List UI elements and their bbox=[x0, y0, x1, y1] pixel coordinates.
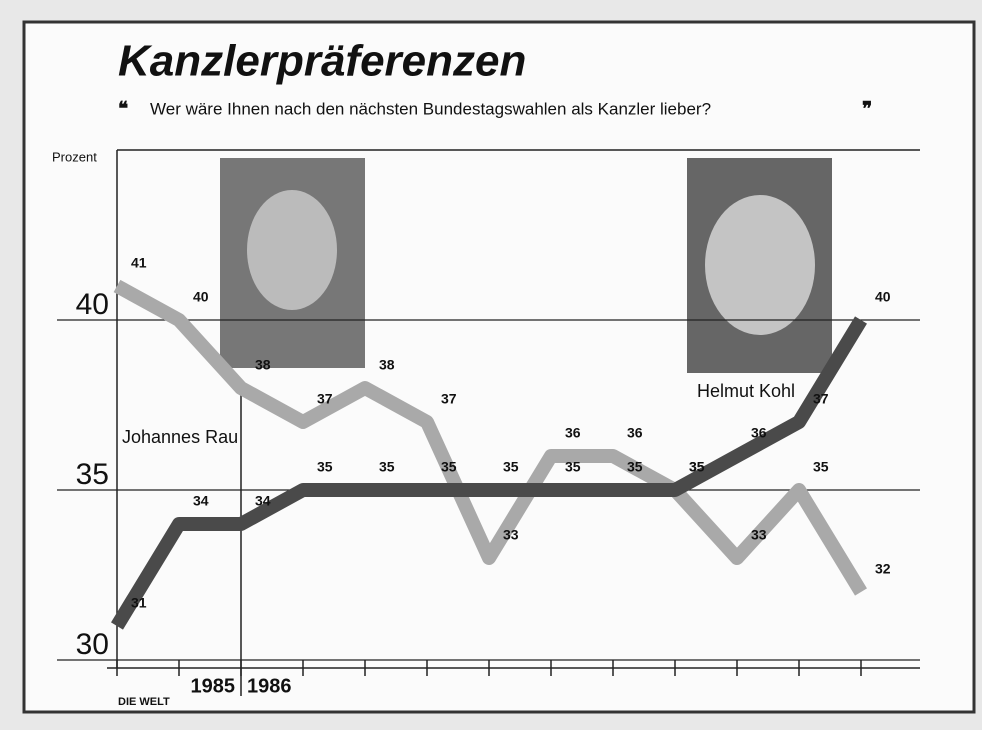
value-label: 38 bbox=[379, 357, 395, 373]
chart-subtitle: Wer wäre Ihnen nach den nächsten Bundest… bbox=[150, 99, 711, 118]
y-tick-label: 30 bbox=[76, 628, 109, 661]
source: DIE WELT bbox=[118, 696, 170, 708]
value-label: 35 bbox=[627, 459, 643, 475]
value-label: 33 bbox=[503, 527, 519, 543]
y-tick-label: 35 bbox=[76, 458, 109, 491]
year-label: 1985 bbox=[191, 675, 236, 697]
chart-title: Kanzlerpräferenzen bbox=[118, 37, 526, 86]
value-label: 35 bbox=[503, 459, 519, 475]
value-label: 37 bbox=[441, 391, 457, 407]
photo-face bbox=[247, 190, 337, 310]
value-label: 33 bbox=[751, 527, 767, 543]
value-label: 38 bbox=[255, 357, 271, 373]
y-axis-label: Prozent bbox=[52, 149, 97, 164]
value-label: 36 bbox=[751, 425, 767, 441]
value-label: 35 bbox=[565, 459, 581, 475]
photo-face bbox=[705, 195, 815, 335]
value-label: 35 bbox=[689, 459, 705, 475]
y-tick-label: 40 bbox=[76, 288, 109, 321]
quote-mark: ❞ bbox=[862, 99, 872, 120]
series-line bbox=[113, 279, 867, 596]
value-label: 37 bbox=[317, 391, 333, 407]
value-label: 31 bbox=[131, 595, 147, 611]
legend-label: Johannes Rau bbox=[122, 427, 238, 447]
year-label: 1986 bbox=[247, 675, 292, 697]
value-label: 40 bbox=[875, 289, 891, 305]
value-label: 41 bbox=[131, 255, 147, 271]
quote-mark: ❝ bbox=[118, 99, 128, 120]
value-label: 35 bbox=[317, 459, 333, 475]
plot: 30 35 40 1985 1986 41 40 38 37 38 37 33 36 36 35 33 35 32… bbox=[57, 149, 920, 697]
value-label: 37 bbox=[813, 391, 829, 407]
value-label: 36 bbox=[627, 425, 643, 441]
value-label: 35 bbox=[813, 459, 829, 475]
value-label: 32 bbox=[875, 561, 891, 577]
series-line bbox=[111, 316, 867, 630]
value-label: 36 bbox=[565, 425, 581, 441]
value-label: 40 bbox=[193, 289, 209, 305]
value-label: 34 bbox=[255, 493, 271, 509]
legend-label: Helmut Kohl bbox=[697, 381, 795, 401]
value-label: 34 bbox=[193, 493, 209, 509]
value-label: 35 bbox=[441, 459, 457, 475]
value-label: 35 bbox=[379, 459, 395, 475]
